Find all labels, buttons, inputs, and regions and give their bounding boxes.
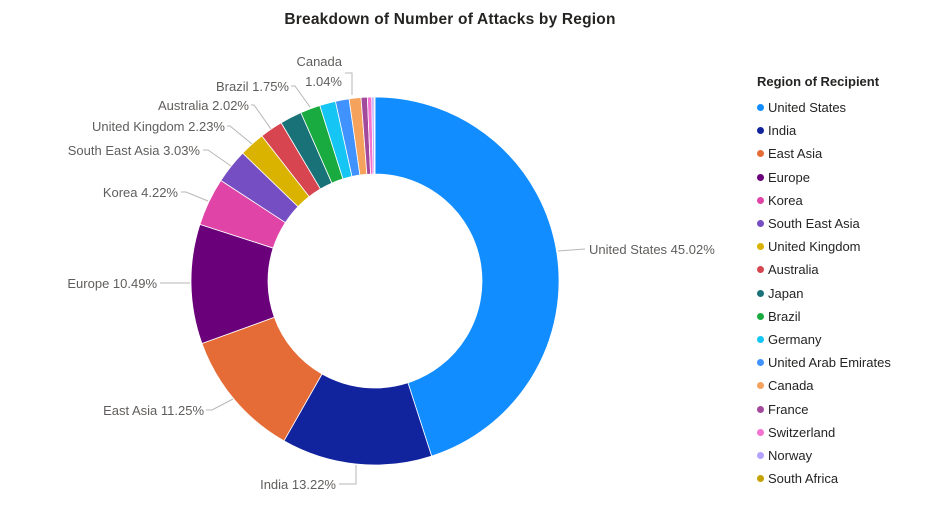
legend-item-korea[interactable]: Korea bbox=[757, 189, 932, 212]
leader-line-india bbox=[339, 465, 357, 485]
legend-item-label: South Africa bbox=[768, 471, 839, 487]
legend-color-dot bbox=[757, 104, 764, 112]
legend-item-switzerland[interactable]: Switzerland bbox=[757, 421, 932, 444]
legend-item-label: Germany bbox=[768, 331, 822, 347]
legend-color-dot bbox=[757, 173, 764, 181]
legend-color-dot bbox=[757, 405, 764, 413]
leader-line-south-east-asia bbox=[203, 149, 232, 167]
legend-item-label: Korea bbox=[768, 192, 803, 208]
legend-color-dot bbox=[757, 243, 764, 251]
leader-line-east-asia bbox=[206, 398, 234, 411]
legend-color-dot bbox=[757, 312, 764, 320]
leader-line-united-states bbox=[557, 248, 586, 252]
leader-line-canada bbox=[345, 72, 353, 95]
legend-item-south-east-asia[interactable]: South East Asia bbox=[757, 212, 932, 235]
leader-line-australia bbox=[251, 104, 272, 130]
legend-item-label: France bbox=[768, 401, 809, 417]
legend-color-dot bbox=[757, 196, 764, 204]
legend-item-india[interactable]: India bbox=[757, 119, 932, 142]
legend-color-dot bbox=[757, 382, 764, 390]
legend-item-brazil[interactable]: Brazil bbox=[757, 305, 932, 328]
legend-item-united-states[interactable]: United States bbox=[757, 96, 932, 119]
data-label-korea: Korea 4.22% bbox=[103, 185, 179, 200]
legend-item-united-arab-emirates[interactable]: United Arab Emirates bbox=[757, 351, 932, 374]
legend-item-label: Australia bbox=[768, 262, 819, 278]
legend-color-dot bbox=[757, 220, 764, 228]
legend-item-norway[interactable]: Norway bbox=[757, 444, 932, 467]
pie-slice-south-africa[interactable] bbox=[373, 96, 376, 175]
data-label-brazil: Brazil 1.75% bbox=[216, 79, 289, 94]
legend-color-dot bbox=[757, 335, 764, 343]
legend-color-dot bbox=[757, 150, 764, 158]
legend-item-list: United States India East Asia Europe Korea So… bbox=[757, 96, 932, 490]
legend-item-label: Brazil bbox=[768, 308, 801, 324]
legend-item-south-africa[interactable]: South Africa bbox=[757, 467, 932, 490]
legend-item-east-asia[interactable]: East Asia bbox=[757, 142, 932, 165]
legend-color-dot bbox=[757, 289, 764, 297]
legend-item-label: Canada bbox=[768, 378, 814, 394]
data-label-australia: Australia 2.02% bbox=[158, 98, 249, 113]
legend: Region of Recipient United States India Ea… bbox=[757, 74, 932, 490]
legend-item-europe[interactable]: Europe bbox=[757, 166, 932, 189]
legend-title: Region of Recipient bbox=[757, 74, 880, 89]
legend-item-label: Norway bbox=[768, 447, 813, 463]
data-label-canada: Canada 1.04% bbox=[296, 54, 342, 89]
legend-color-dot bbox=[757, 451, 764, 459]
data-label-india: India 13.22% bbox=[260, 477, 336, 492]
legend-item-australia[interactable]: Australia bbox=[757, 258, 932, 281]
leader-line-united-kingdom bbox=[227, 125, 253, 145]
legend-item-label: United Arab Emirates bbox=[768, 355, 891, 371]
data-label-europe: Europe 10.49% bbox=[67, 276, 157, 291]
legend-item-label: India bbox=[768, 123, 797, 139]
pie-slice-united-states[interactable] bbox=[374, 96, 560, 457]
legend-item-canada[interactable]: Canada bbox=[757, 374, 932, 397]
data-label-united-states: United States 45.02% bbox=[589, 242, 715, 257]
legend-item-label: Switzerland bbox=[768, 424, 836, 440]
legend-color-dot bbox=[757, 428, 764, 436]
data-label-east-asia: East Asia 11.25% bbox=[103, 403, 204, 418]
legend-item-label: South East Asia bbox=[768, 216, 860, 232]
data-label-south-east-asia: South East Asia 3.03% bbox=[68, 143, 201, 158]
legend-color-dot bbox=[757, 359, 764, 367]
leader-line-korea bbox=[181, 191, 209, 202]
chart-title: Breakdown of Number of Attacks by Region bbox=[284, 11, 616, 28]
legend-item-united-kingdom[interactable]: United Kingdom bbox=[757, 235, 932, 258]
legend-item-germany[interactable]: Germany bbox=[757, 328, 932, 351]
legend-color-dot bbox=[757, 266, 764, 274]
legend-item-label: East Asia bbox=[768, 146, 823, 162]
legend-item-label: United States bbox=[768, 100, 847, 116]
legend-color-dot bbox=[757, 127, 764, 135]
legend-item-japan[interactable]: Japan bbox=[757, 282, 932, 305]
legend-item-france[interactable]: France bbox=[757, 397, 932, 420]
leader-line-brazil bbox=[291, 85, 311, 108]
legend-item-label: United Kingdom bbox=[768, 239, 861, 255]
legend-item-label: Europe bbox=[768, 169, 810, 185]
legend-color-dot bbox=[757, 475, 764, 483]
data-label-united-kingdom: United Kingdom 2.23% bbox=[92, 119, 225, 134]
legend-item-label: Japan bbox=[768, 285, 804, 301]
